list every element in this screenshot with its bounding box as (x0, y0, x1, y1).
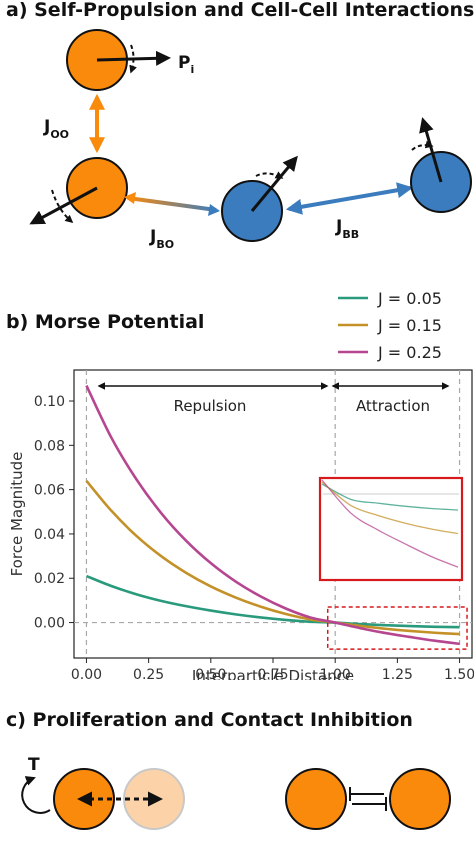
inset-series-line-0 (321, 483, 459, 511)
region-annotations: Repulsion Attraction (97, 382, 450, 415)
inset-series-line-2 (321, 479, 459, 568)
series-line-1 (85, 479, 460, 636)
rotation-indicator-bottom (51, 189, 74, 224)
x-tick-label: 0.00 (71, 667, 102, 680)
x-tick-label: 0.25 (133, 667, 164, 680)
j-bb-arrow (285, 182, 414, 215)
panel-a-diagram: Pi JOO JBO JBB (29, 29, 472, 251)
panel-c-diagram: T (21, 755, 451, 830)
label-t: T (28, 755, 40, 775)
series-line-2 (85, 384, 460, 646)
x-tick-label: 1.50 (444, 667, 474, 680)
x-tick-label: 0.50 (195, 667, 226, 680)
x-axis-label: Interparticle Distance (192, 667, 354, 680)
morse-potential-chart: J = 0.05 J = 0.15 J = 0.25 0.00 0.25 0.50 0… (8, 289, 474, 680)
polarity-arrow-blue-right (419, 117, 443, 183)
y-tick-label: 0.08 (34, 438, 65, 454)
inhibited-cell-left (285, 768, 347, 830)
j-bo-arrow (127, 196, 217, 212)
x-tick-label: 0.75 (257, 667, 288, 680)
legend-label-1: J = 0.15 (377, 316, 442, 335)
legend-label-0: J = 0.05 (377, 289, 442, 308)
label-j-oo: JOO (43, 117, 69, 141)
x-tick-label: 1.25 (382, 667, 413, 680)
attraction-label: Attraction (356, 397, 430, 415)
rotation-indicator-blue-middle (255, 171, 284, 179)
inhibited-cell-right (389, 768, 451, 830)
y-tick-label: 0.06 (34, 483, 65, 499)
cycle-arrow (21, 776, 51, 814)
j-bo-arrowhead-right (208, 204, 220, 216)
inset-series-line-1 (321, 481, 459, 535)
panel-a-title: a) Self-Propulsion and Cell-Cell Interac… (6, 0, 474, 21)
rotation-indicator-top (129, 44, 137, 74)
polarity-arrow-bottom (29, 186, 98, 225)
label-p: Pi (178, 53, 194, 76)
legend-label-2: J = 0.25 (377, 343, 442, 362)
y-tick-label: 0.02 (34, 571, 65, 587)
repulsion-label: Repulsion (174, 397, 247, 415)
y-tick-label: 0.00 (34, 616, 65, 632)
rotation-indicator-blue-right (411, 140, 434, 151)
panel-c-title: c) Proliferation and Contact Inhibition (6, 709, 413, 731)
label-j-bo: JBO (149, 227, 174, 251)
polarity-arrow-blue-middle (250, 155, 298, 212)
x-tick-label: 1.00 (320, 667, 351, 680)
j-bo-arrowhead-left (124, 192, 136, 204)
y-axis-label: Force Magnitude (8, 452, 26, 577)
chart-legend: J = 0.05 J = 0.15 J = 0.25 (338, 289, 442, 362)
label-j-bb: JBB (335, 217, 359, 241)
series-line-0 (85, 574, 460, 629)
y-tick-label: 0.04 (34, 527, 65, 543)
inhibition-symbol (349, 787, 387, 811)
zoom-inset (318, 476, 464, 582)
y-tick-label: 0.10 (34, 394, 65, 410)
panel-b-title: b) Morse Potential (6, 311, 205, 333)
